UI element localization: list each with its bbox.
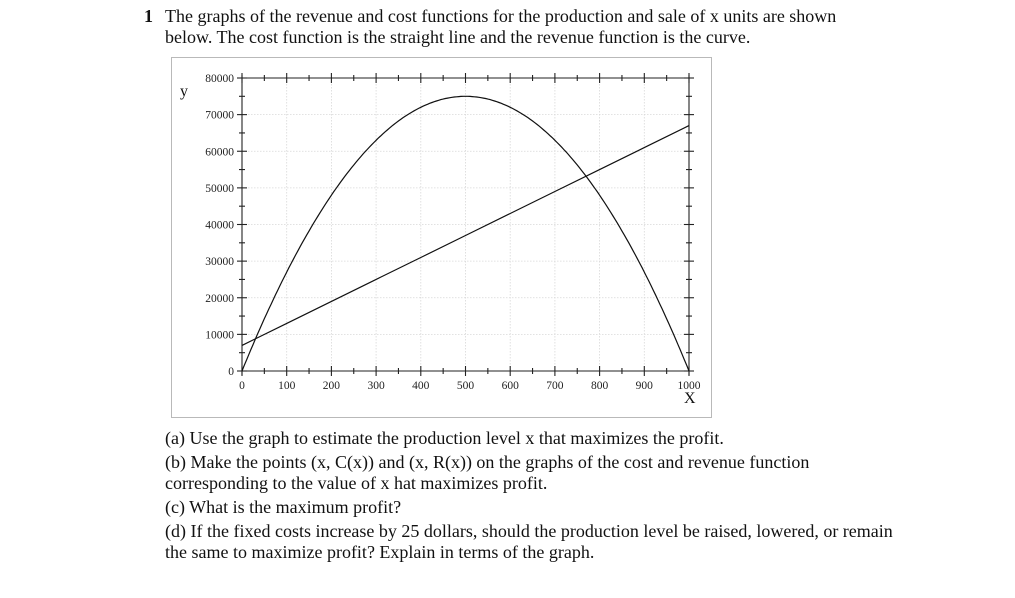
x-tick-label: 200 [323,380,341,392]
y-tick-label: 40000 [205,220,234,232]
x-tick-label: 1000 [678,380,701,392]
part-d: (d) If the fixed costs increase by 25 do… [165,521,893,562]
intro-line-1: The graphs of the revenue and cost funct… [165,6,837,26]
y-tick-label: 50000 [205,183,234,195]
question-parts: (a) Use the graph to estimate the produc… [165,428,905,566]
x-tick-label: 500 [457,380,475,392]
y-tick-label: 20000 [205,293,234,305]
x-tick-label: 900 [636,380,654,392]
y-tick-label: 60000 [205,146,234,158]
x-tick-label: 600 [502,380,520,392]
y-axis-label: y [180,83,188,100]
chart-figure: 0 100 200 300 400 500 600 700 800 900 1000 0 10000 20… [171,57,712,418]
x-tick-label: 300 [367,380,385,392]
intro-line-2: below. The cost function is the straight… [165,27,751,47]
y-tick-label: 30000 [205,256,234,268]
x-tick-label: 700 [546,380,564,392]
y-tick-label: 70000 [205,110,234,122]
y-tick-label: 0 [228,366,234,378]
part-b: (b) Make the points (x, C(x)) and (x, R(… [165,452,810,493]
x-axis-label: X [684,390,696,407]
x-tick-label: 100 [278,380,296,392]
y-tick-label: 10000 [205,329,234,341]
revenue-curve [241,95,690,372]
cost-line [241,125,690,346]
problem-number: 1 [144,6,153,26]
revenue-cost-chart: 0 100 200 300 400 500 600 700 800 900 100001000020… [180,73,701,407]
x-tick-label: 400 [412,380,430,392]
y-tick-label: 80000 [205,73,234,85]
x-tick-label: 0 [239,380,245,392]
problem-intro: The graphs of the revenue and cost funct… [165,6,905,48]
part-a: (a) Use the graph to estimate the produc… [165,428,724,448]
x-tick-label: 800 [591,380,609,392]
part-c: (c) What is the maximum profit? [165,497,402,517]
